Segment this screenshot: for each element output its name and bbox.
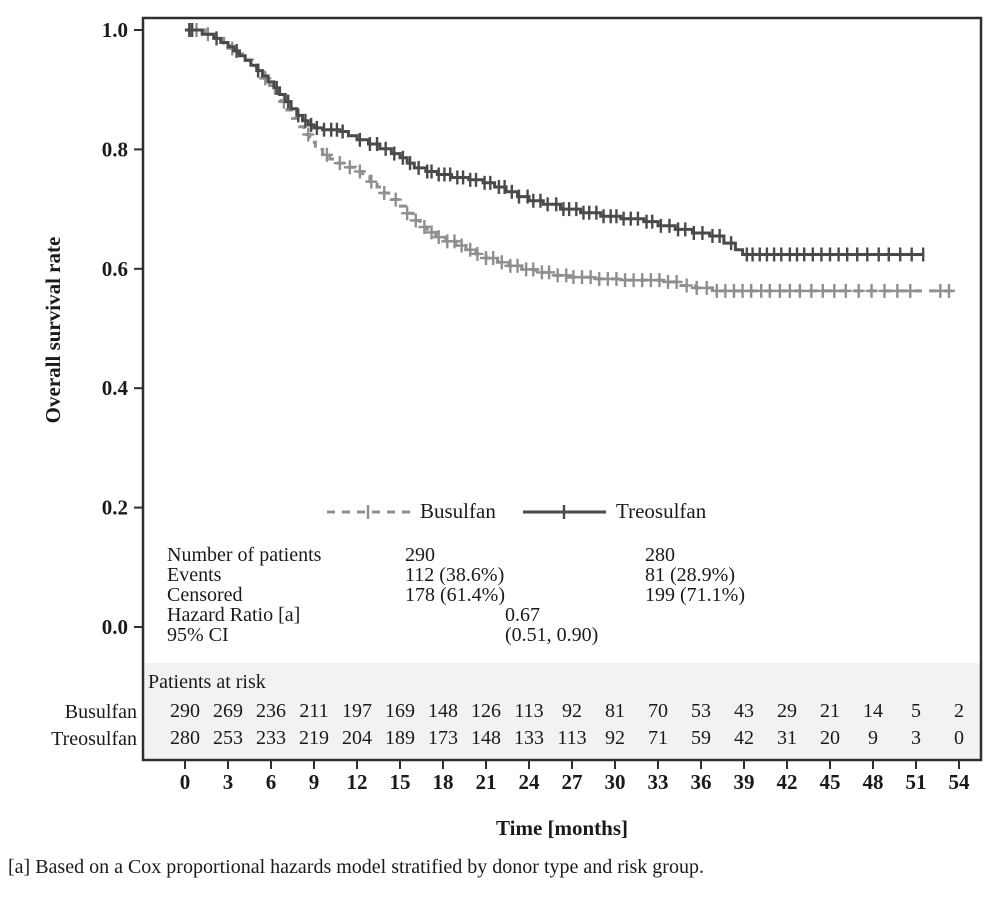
x-tick-label: 30 [605, 770, 626, 794]
x-axis-title: Time [months] [495, 816, 629, 840]
risk-value-treosulfan: 189 [385, 727, 415, 749]
survival-curve-treosulfan [185, 28, 924, 256]
risk-value-treosulfan: 219 [299, 727, 329, 749]
x-tick-label: 18 [433, 770, 454, 794]
x-tick-label: 12 [347, 770, 368, 794]
stats-value-treosulfan: 280 [645, 544, 675, 566]
risk-value-busulfan: 53 [691, 700, 711, 722]
y-axis-title: Overall survival rate [41, 236, 65, 424]
legend-label-treosulfan: Treosulfan [616, 499, 707, 523]
risk-value-busulfan: 81 [605, 700, 625, 722]
y-tick-label: 0.8 [102, 137, 128, 161]
x-tick-label: 51 [906, 770, 927, 794]
risk-value-busulfan: 43 [734, 700, 754, 722]
survival-curve-busulfan [185, 28, 952, 293]
risk-value-treosulfan: 113 [557, 727, 586, 749]
stats-value-treosulfan: 81 (28.9%) [645, 564, 735, 586]
risk-value-treosulfan: 3 [911, 727, 921, 749]
risk-value-treosulfan: 133 [514, 727, 544, 749]
risk-value-busulfan: 269 [213, 700, 243, 722]
x-tick-label: 6 [266, 770, 277, 794]
risk-value-treosulfan: 71 [648, 727, 668, 749]
stats-row-label: Censored [167, 584, 243, 606]
risk-value-busulfan: 14 [863, 700, 883, 722]
x-tick-label: 15 [390, 770, 411, 794]
risk-value-busulfan: 148 [428, 700, 458, 722]
risk-row-label-treosulfan: Treosulfan [51, 728, 137, 750]
legend-label-busulfan: Busulfan [420, 499, 496, 523]
stats-value-hazard-ratio: 0.67 [505, 604, 540, 626]
risk-value-treosulfan: 233 [256, 727, 286, 749]
x-tick-label: 54 [949, 770, 971, 794]
risk-value-busulfan: 29 [777, 700, 797, 722]
y-tick-label: 0.2 [102, 496, 128, 520]
stats-value-treosulfan: 199 (71.1%) [645, 584, 745, 606]
stats-row-label: 95% CI [167, 624, 229, 646]
risk-table-header: Patients at risk [148, 671, 266, 693]
x-tick-label: 45 [820, 770, 841, 794]
risk-row-label-busulfan: Busulfan [64, 701, 137, 723]
risk-value-busulfan: 290 [170, 700, 200, 722]
stats-row-label: Events [167, 564, 222, 586]
risk-value-busulfan: 236 [256, 700, 286, 722]
x-tick-label: 27 [562, 770, 583, 794]
stats-value-confidence-interval: (0.51, 0.90) [505, 624, 599, 646]
risk-value-treosulfan: 173 [428, 727, 458, 749]
risk-value-busulfan: 21 [820, 700, 840, 722]
y-tick-label: 1.0 [102, 18, 128, 42]
risk-value-busulfan: 92 [562, 700, 582, 722]
risk-value-treosulfan: 42 [734, 727, 754, 749]
x-tick-label: 33 [648, 770, 669, 794]
risk-value-treosulfan: 253 [213, 727, 243, 749]
x-tick-label: 36 [691, 770, 712, 794]
x-tick-label: 9 [309, 770, 320, 794]
risk-value-busulfan: 169 [385, 700, 415, 722]
plot-frame [141, 16, 983, 762]
x-tick-label: 21 [476, 770, 497, 794]
x-tick-label: 39 [734, 770, 755, 794]
risk-value-busulfan: 70 [648, 700, 668, 722]
x-tick-label: 24 [519, 770, 541, 794]
risk-value-busulfan: 5 [911, 700, 921, 722]
stats-value-busulfan: 112 (38.6%) [405, 564, 505, 586]
x-tick-label: 3 [223, 770, 234, 794]
risk-value-treosulfan: 204 [342, 727, 372, 749]
stats-row-label: Number of patients [167, 544, 322, 566]
y-tick-label: 0.0 [102, 615, 128, 639]
risk-band [144, 663, 980, 759]
x-tick-label: 48 [863, 770, 884, 794]
risk-value-treosulfan: 20 [820, 727, 840, 749]
risk-value-busulfan: 2 [954, 700, 964, 722]
risk-value-busulfan: 126 [471, 700, 501, 722]
stats-row-label: Hazard Ratio [a] [167, 604, 301, 626]
risk-value-treosulfan: 9 [868, 727, 878, 749]
footnote: [a] Based on a Cox proportional hazards … [8, 856, 704, 878]
stats-value-busulfan: 290 [405, 544, 435, 566]
risk-value-treosulfan: 31 [777, 727, 797, 749]
stats-value-busulfan: 178 (61.4%) [405, 584, 505, 606]
y-tick-label: 0.6 [102, 257, 128, 281]
risk-value-treosulfan: 280 [170, 727, 200, 749]
risk-value-busulfan: 211 [299, 700, 328, 722]
x-tick-label: 42 [777, 770, 798, 794]
risk-value-treosulfan: 0 [954, 727, 964, 749]
risk-value-busulfan: 197 [342, 700, 372, 722]
risk-value-treosulfan: 59 [691, 727, 711, 749]
y-tick-label: 0.4 [102, 376, 129, 400]
x-tick-label: 0 [180, 770, 191, 794]
risk-value-treosulfan: 148 [471, 727, 501, 749]
risk-value-treosulfan: 92 [605, 727, 625, 749]
risk-value-busulfan: 113 [514, 700, 543, 722]
